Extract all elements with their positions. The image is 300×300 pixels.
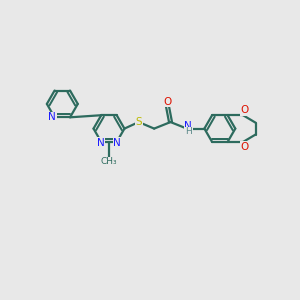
Text: S: S xyxy=(135,117,142,127)
Text: O: O xyxy=(241,142,249,152)
Text: N: N xyxy=(113,138,121,148)
Text: CH₃: CH₃ xyxy=(101,157,117,166)
Text: O: O xyxy=(164,97,172,107)
Text: O: O xyxy=(241,106,249,116)
Text: N: N xyxy=(48,112,56,122)
Text: H: H xyxy=(185,127,192,136)
Text: N: N xyxy=(97,138,104,148)
Text: N: N xyxy=(184,121,192,130)
